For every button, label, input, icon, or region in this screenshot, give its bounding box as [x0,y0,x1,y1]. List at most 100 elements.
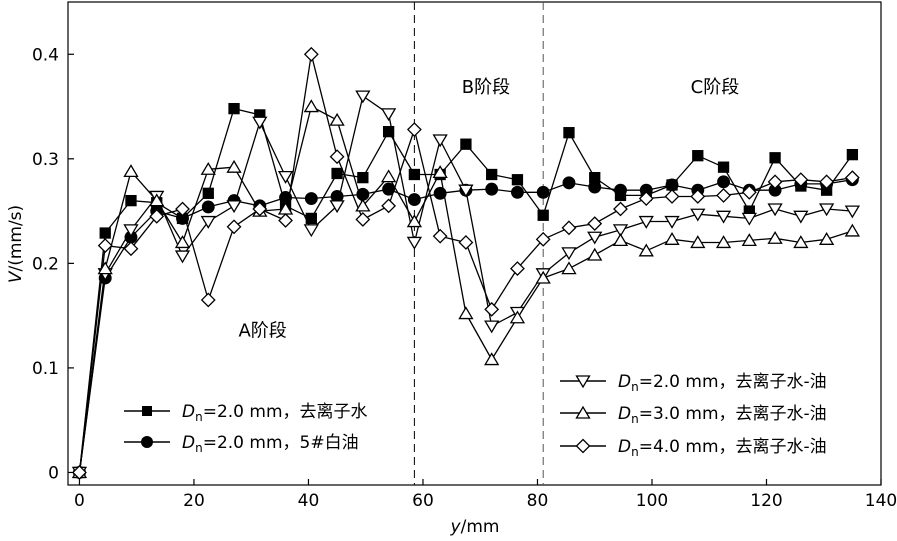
data-point-series-3 [638,215,654,229]
x-axis-label: y/mm [450,517,500,537]
data-point-series-3 [432,134,448,148]
data-point-series-4 [509,310,526,324]
data-point-series-5 [123,241,139,257]
data-point-series-1 [125,194,137,207]
y-axis-var: V [6,270,26,283]
data-point-series-3 [200,215,216,229]
data-point-series-4 [587,247,603,261]
x-tick-label: 60 [412,491,434,511]
x-tick-label: 20 [183,491,205,511]
data-point-series-1 [99,227,111,239]
data-point-series-3 [664,215,680,229]
data-point-series-5 [638,191,654,206]
data-point-series-1 [717,161,730,173]
x-axis-unit: /mm [461,517,500,537]
series-layer [71,46,861,480]
data-point-series-5 [226,219,242,235]
data-point-series-3 [561,247,577,261]
data-point-series-1 [357,171,369,184]
data-point-series-5 [613,201,628,217]
legend-entry-series-2: Dn=2.0 mm，5#白油 [124,433,359,455]
legend-marker-diamond [575,438,591,454]
data-point-series-4 [535,270,551,284]
data-point-series-5 [381,198,397,214]
data-point-series-2 [433,186,447,200]
data-point-series-4 [380,169,397,183]
data-point-series-4 [664,232,680,245]
data-point-series-4 [303,99,319,113]
data-point-series-5 [484,301,500,317]
data-point-series-3 [174,250,191,264]
data-point-series-5 [561,220,577,236]
legend-marker-square [142,406,152,416]
data-point-series-2 [536,185,550,199]
data-point-series-4 [818,232,835,245]
data-point-series-5 [252,201,268,217]
data-point-series-3 [484,320,500,334]
data-point-series-2 [407,193,421,207]
data-point-series-4 [690,235,706,249]
data-point-series-4 [174,235,191,249]
data-point-series-2 [614,183,627,197]
data-point-series-1 [511,174,524,186]
data-point-series-2 [279,191,293,204]
data-point-series-3 [690,208,706,222]
data-point-series-3 [123,224,139,238]
y-tick-label: 0 [48,463,59,483]
x-tick-label: 100 [636,491,668,511]
y-axis-label: V/(mm/s) [6,205,26,283]
data-point-series-5 [97,238,113,254]
data-point-series-5 [587,216,603,232]
data-point-series-3 [715,210,732,224]
data-point-series-5 [329,149,345,165]
data-point-series-3 [844,205,861,219]
data-point-series-2 [717,175,731,189]
series-5-markers [72,46,860,480]
y-tick-label: 0.3 [32,150,59,170]
data-point-series-4 [612,233,629,247]
data-point-series-1 [408,168,421,181]
stage-label-1: A阶段 [238,321,286,342]
data-point-series-3 [329,200,345,214]
y-axis-ticks: 0 0.1 0.2 0.3 0.4 [32,45,74,483]
legend-entry-series-1: Dn=2.0 mm，去离子水 [124,402,368,424]
data-point-series-2 [304,192,318,205]
legend-label-series-3: Dn=2.0 mm，去离子水-油 [618,372,827,394]
data-point-series-5 [690,189,706,204]
data-point-series-3 [741,212,757,226]
data-point-series-4 [561,261,577,275]
y-tick-label: 0.1 [32,359,59,379]
data-point-series-5 [535,231,551,247]
data-point-series-2 [588,180,602,194]
data-point-series-3 [406,236,423,250]
x-tick-label: 40 [298,491,320,511]
data-point-series-5 [716,187,731,203]
data-point-series-4 [484,352,500,366]
data-point-series-1 [202,187,214,199]
data-point-series-1 [563,127,575,139]
data-point-series-5 [767,174,783,190]
legend-label-series-2: Dn=2.0 mm，5#白油 [182,433,359,455]
data-point-series-2 [485,182,499,196]
x-tick-label: 140 [865,491,897,511]
series-4-markers [71,99,861,479]
data-point-series-5 [303,46,319,62]
data-point-series-4 [741,233,757,247]
data-point-series-4 [432,165,448,179]
data-point-series-1 [305,212,317,225]
data-point-series-4 [793,235,809,249]
data-point-series-2 [382,182,396,196]
data-point-series-5 [149,208,165,224]
data-point-series-2 [201,200,215,214]
data-point-series-4 [844,223,861,237]
data-point-series-4 [149,193,165,207]
legend-marker-circle [141,436,153,448]
data-point-series-3 [277,170,294,184]
x-axis-ticks: 0 20 40 60 80 100 120 140 [74,479,897,511]
data-point-series-5 [664,189,680,204]
data-point-series-5 [432,228,448,244]
data-point-series-5 [819,174,835,190]
data-point-series-3 [458,184,474,198]
stage-label-3: C阶段 [691,77,740,98]
